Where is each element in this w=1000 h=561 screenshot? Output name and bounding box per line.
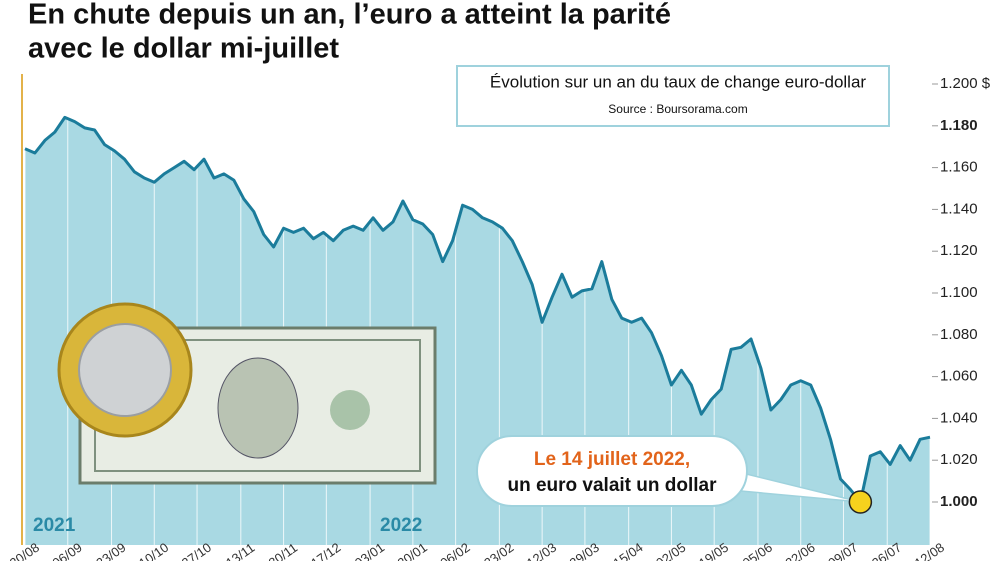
y-tick-label: 1.180 xyxy=(940,117,978,134)
line xyxy=(24,115,931,504)
y-tick-label: 1.100 xyxy=(940,284,978,301)
subtitle-box xyxy=(456,65,890,127)
currency-illustration xyxy=(57,302,437,485)
y-tick-label: 1.200 $ xyxy=(940,75,991,92)
y-tick-label: 1.040 xyxy=(940,409,978,426)
y-tick-label: 1.000 xyxy=(940,493,978,510)
source: Source : Boursorama.com xyxy=(608,102,747,116)
chart-title: En chute depuis un an, l’euro a atteint … xyxy=(28,0,671,31)
chart-title: avec le dollar mi-juillet xyxy=(28,33,339,65)
y-tick-label: 1.160 xyxy=(940,159,978,176)
legend-box: Évolution sur un an du taux de change eu… xyxy=(456,65,890,127)
y-tick-label: 1.060 xyxy=(940,368,978,385)
coin-center xyxy=(78,323,172,417)
subtitle: Évolution sur un an du taux de change eu… xyxy=(490,72,866,91)
callout-box xyxy=(476,435,748,507)
year-label: 2021 xyxy=(33,515,76,536)
annotation-text: un euro valait un dollar xyxy=(507,475,717,496)
y-tick-label: 1.080 xyxy=(940,326,978,343)
y-tick-label: 1.120 xyxy=(940,242,978,259)
year-label: 2022 xyxy=(380,515,422,536)
y-tick-label: 1.140 xyxy=(940,200,978,217)
annotation-text: Le 14 juillet 2022, xyxy=(534,449,690,470)
highlight-point xyxy=(848,490,873,514)
portrait xyxy=(217,357,299,459)
seal xyxy=(330,390,370,430)
y-tick-label: 1.020 xyxy=(940,451,978,468)
